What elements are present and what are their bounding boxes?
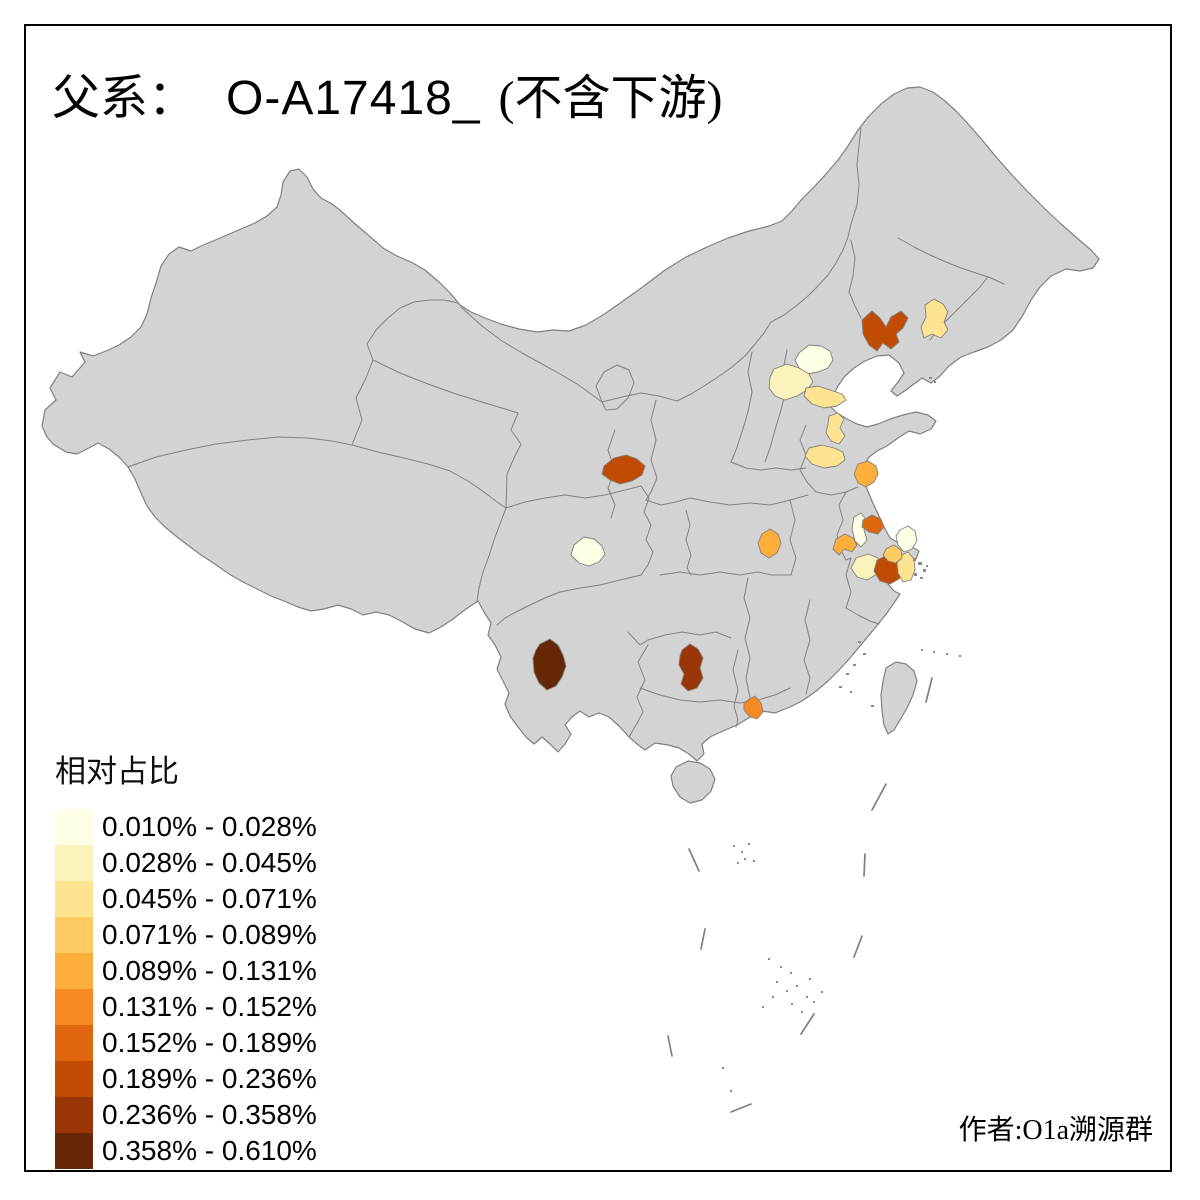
legend-swatch [55, 989, 93, 1025]
choropleth-regions [532, 298, 949, 720]
legend-row: 0.236% - 0.358% [55, 1097, 317, 1133]
region-hebei-southeast-strip [803, 385, 847, 409]
legend-label: 0.089% - 0.131% [102, 955, 317, 986]
region-beijing [794, 344, 834, 375]
region-liaoning-west [861, 310, 909, 352]
legend: 相对占比 0.010% - 0.028% 0.028% - 0.045% 0.0… [55, 746, 317, 1169]
legend-swatch [55, 1061, 93, 1097]
region-yunnan-central [532, 638, 567, 691]
title-prefix: 父系： [52, 72, 197, 125]
legend-swatch [55, 1133, 93, 1169]
china-mainland [41, 86, 1100, 762]
legend-row: 0.071% - 0.089% [55, 917, 317, 953]
region-guangdong-west [743, 695, 764, 720]
region-guizhou-south [678, 643, 704, 692]
figure-frame [24, 24, 1172, 1172]
legend-label: 0.071% - 0.089% [102, 919, 317, 950]
region-jiangsu-suzhou-area [882, 544, 903, 564]
region-hubei-north [757, 528, 782, 559]
legend-row: 0.045% - 0.071% [55, 881, 317, 917]
legend-label: 0.236% - 0.358% [102, 1099, 317, 1130]
legend-row: 0.358% - 0.610% [55, 1133, 317, 1169]
legend-row: 0.152% - 0.189% [55, 1025, 317, 1061]
legend-label: 0.028% - 0.045% [102, 847, 317, 878]
region-jiangsu-nanjing-area [832, 533, 858, 556]
legend-swatch [55, 881, 93, 917]
map-title: 父系： O-A17418_ (不含下游) [52, 58, 723, 128]
province-borders [127, 127, 1005, 738]
taiwan-island [880, 661, 918, 735]
legend-row: 0.089% - 0.131% [55, 953, 317, 989]
legend-swatch [55, 1025, 93, 1061]
legend-swatch [55, 809, 93, 845]
region-jiangsu-northeast-coast [853, 460, 879, 488]
legend-row: 0.131% - 0.152% [55, 989, 317, 1025]
region-hebei-central [768, 363, 814, 401]
legend-label: 0.131% - 0.152% [102, 991, 317, 1022]
legend-label: 0.010% - 0.028% [102, 811, 317, 842]
author-credit: 作者:O1a溯源群 [958, 1115, 1153, 1146]
legend-row: 0.010% - 0.028% [55, 809, 317, 845]
region-jiangsu-nantong-area [895, 525, 918, 553]
legend-swatch [55, 953, 93, 989]
region-jiangsu-taizhou-area [861, 514, 885, 535]
region-sichuan-chengdu-area [570, 536, 606, 567]
legend-label: 0.152% - 0.189% [102, 1027, 317, 1058]
hainan-island [670, 760, 716, 804]
region-shaanxi-central [601, 454, 646, 485]
legend-row: 0.028% - 0.045% [55, 845, 317, 881]
legend-row: 0.189% - 0.236% [55, 1061, 317, 1097]
region-shandong-north [825, 412, 846, 445]
region-shandong-southwest [804, 444, 846, 469]
legend-swatch [55, 917, 93, 953]
legend-label: 0.358% - 0.610% [102, 1135, 317, 1166]
title-haplogroup-code: O-A17418_ [226, 72, 481, 125]
title-suffix: (不含下游) [498, 72, 723, 125]
legend-title: 相对占比 [55, 754, 179, 789]
legend-swatch [55, 845, 93, 881]
legend-label: 0.189% - 0.236% [102, 1063, 317, 1094]
legend-label: 0.045% - 0.071% [102, 883, 317, 914]
legend-swatch [55, 1097, 93, 1133]
region-zhejiang-ningbo-area [896, 551, 916, 583]
islets [722, 377, 961, 1092]
region-liaoning-central [920, 298, 949, 339]
sea-boundary-dashes [667, 677, 933, 1113]
